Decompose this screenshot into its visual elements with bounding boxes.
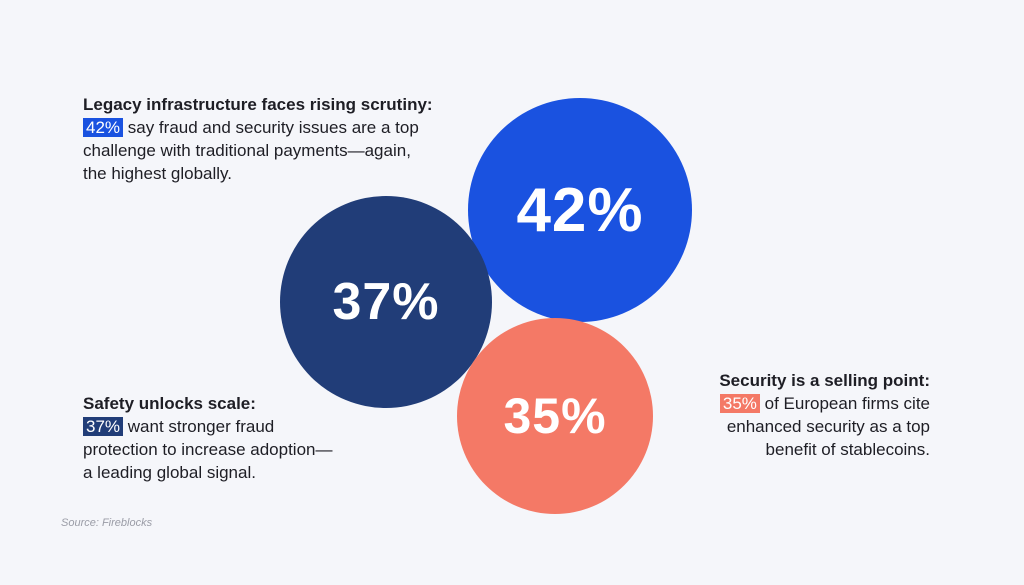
stat-text-legacy: Legacy infrastructure faces rising scrut… — [83, 93, 463, 185]
stat-line: challenge with traditional payments—agai… — [83, 141, 411, 160]
stat-circle-value: 42% — [516, 175, 644, 245]
stat-circle-value: 37% — [332, 273, 440, 331]
source-caption: Source: Fireblocks — [61, 517, 153, 529]
stat-circle-42: 42% — [468, 98, 692, 322]
stat-line: enhanced security as a top — [726, 417, 930, 436]
stat-circle-value: 35% — [503, 388, 607, 444]
stat-highlight: 37% — [83, 417, 124, 436]
stat-heading: Safety unlocks scale: — [83, 394, 256, 413]
stat-line: of European firms cite — [759, 394, 930, 413]
stat-line: the highest globally. — [83, 164, 233, 183]
stat-circle-37: 37% — [280, 196, 492, 408]
stat-heading: Security is a selling point: — [719, 371, 930, 390]
stat-line: a leading global signal. — [83, 463, 256, 482]
stat-line: want stronger fraud — [123, 417, 275, 436]
stat-line: benefit of stablecoins. — [765, 440, 930, 459]
stat-line: say fraud and security issues are a top — [123, 118, 419, 137]
stat-heading: Legacy infrastructure faces rising scrut… — [83, 95, 433, 114]
stat-highlight: 42% — [83, 118, 124, 137]
stat-text-security: Security is a selling point: 35% of Euro… — [690, 369, 930, 461]
stat-text-safety: Safety unlocks scale: 37% want stronger … — [83, 392, 383, 484]
stat-highlight: 35% — [719, 394, 760, 413]
stat-circle-35: 35% — [457, 318, 653, 514]
stat-line: protection to increase adoption— — [83, 440, 333, 459]
